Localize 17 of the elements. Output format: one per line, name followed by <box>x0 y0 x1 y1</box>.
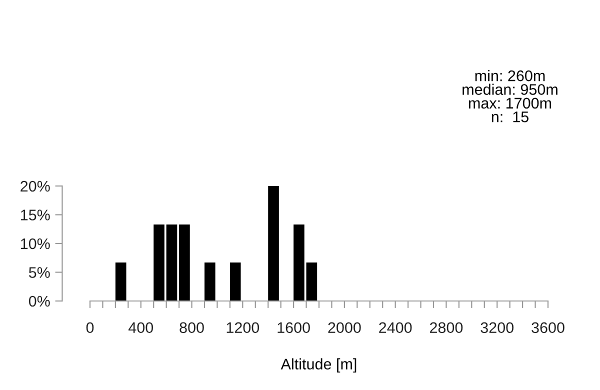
y-tick-label: 20% <box>20 180 50 192</box>
x-tick-label: 1600 <box>278 322 310 334</box>
x-tick-label: 2800 <box>430 322 463 334</box>
y-tick-label: 10% <box>21 238 50 250</box>
x-tick-label: 2400 <box>379 322 412 334</box>
text: min: 260m median: 950m max: 1700m n: 15 <box>462 70 558 122</box>
x-tick-label: 800 <box>180 322 204 334</box>
x-tick-label: 3600 <box>532 322 564 334</box>
x-tick-label: 1200 <box>226 322 260 334</box>
y-tick-label: 15% <box>21 210 50 220</box>
y-tick-label: 5% <box>28 267 50 278</box>
x-tick-label: 0 <box>86 322 94 334</box>
x-tick-label: 3200 <box>480 322 514 334</box>
x-tick-label: 400 <box>128 322 154 334</box>
y-tick-label: 0% <box>28 296 50 307</box>
x-axis-title: Altitude [m] <box>280 358 356 373</box>
x-tick-label: 2000 <box>328 322 361 334</box>
